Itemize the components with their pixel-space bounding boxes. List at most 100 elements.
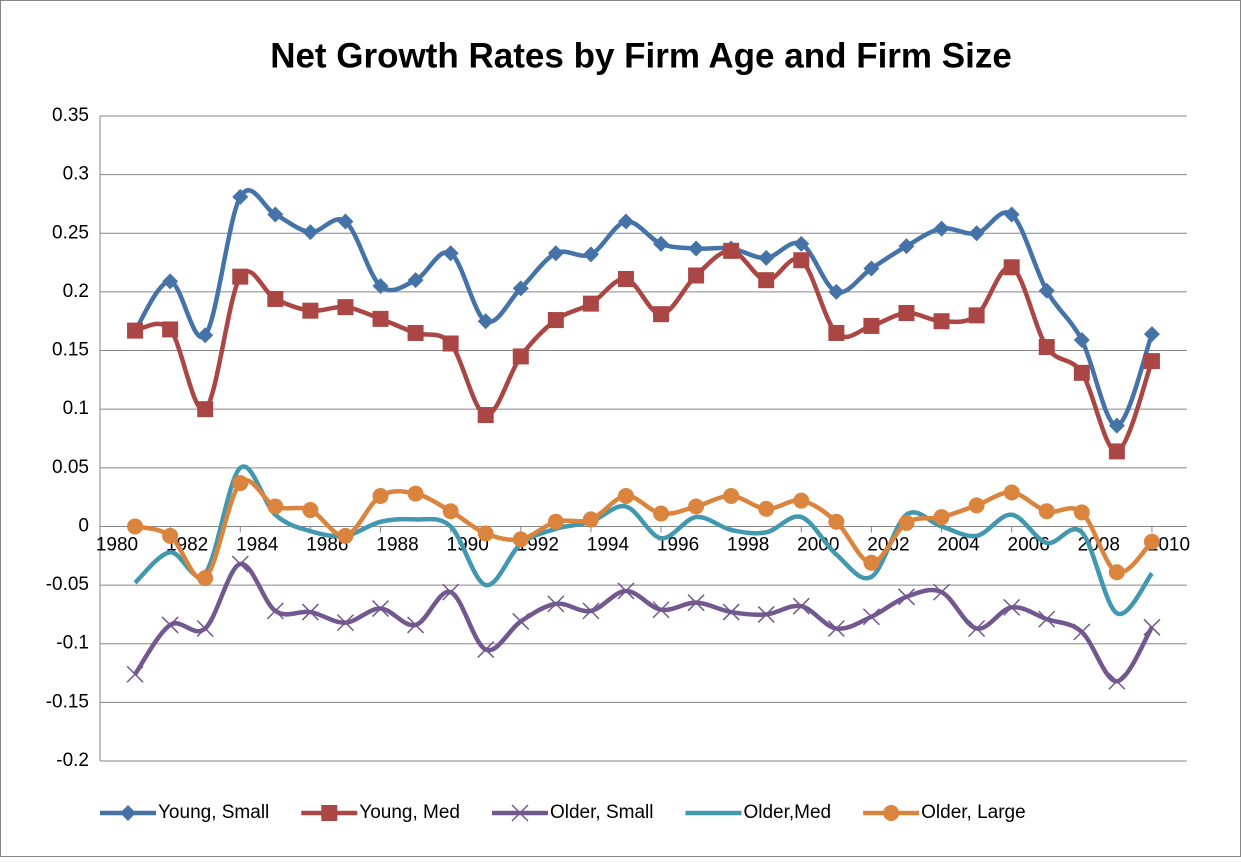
marker: [1003, 484, 1020, 501]
marker: [337, 299, 354, 316]
marker: [898, 514, 915, 531]
marker: [1143, 618, 1161, 636]
y-tick-label: 0.25: [52, 222, 89, 243]
y-tick-label: -0.15: [46, 691, 89, 712]
marker: [302, 502, 319, 519]
marker: [758, 272, 775, 289]
marker: [723, 487, 740, 504]
marker: [828, 513, 845, 530]
marker: [968, 307, 985, 324]
marker: [863, 260, 880, 277]
marker: [792, 597, 810, 615]
marker: [1038, 282, 1055, 299]
marker: [337, 527, 354, 544]
marker: [898, 238, 915, 255]
marker: [407, 324, 424, 341]
marker: [758, 500, 775, 517]
marker: [1073, 623, 1091, 641]
marker: [371, 600, 390, 618]
series-line: [133, 188, 1155, 428]
marker: [512, 280, 529, 297]
x-tick-label: 1984: [236, 534, 279, 555]
y-tick-label: -0.2: [56, 750, 89, 771]
marker: [1143, 353, 1160, 370]
marker: [127, 518, 144, 535]
marker: [1143, 326, 1160, 343]
marker: [968, 497, 985, 514]
marker: [1003, 259, 1020, 276]
marker: [1073, 504, 1090, 521]
marker: [442, 335, 459, 352]
marker: [582, 295, 599, 312]
marker: [688, 267, 705, 284]
marker: [1003, 206, 1020, 223]
marker: [162, 527, 179, 544]
marker: [337, 213, 354, 230]
marker: [793, 235, 810, 252]
series-line: [133, 464, 1154, 617]
marker: [758, 249, 775, 266]
y-tick-label: 0.1: [63, 398, 89, 419]
marker: [933, 509, 950, 526]
marker: [267, 290, 284, 307]
marker: [232, 188, 249, 205]
marker: [582, 602, 600, 620]
marker: [196, 619, 214, 638]
x-tick-label: 1996: [657, 534, 699, 555]
marker: [828, 283, 845, 300]
x-tick-label: 1986: [306, 534, 348, 555]
marker: [582, 246, 599, 263]
marker: [1108, 564, 1125, 581]
marker: [828, 324, 845, 341]
marker: [477, 525, 494, 542]
legend-label: Older,Med: [743, 802, 831, 823]
x-tick-label: 2000: [797, 534, 839, 555]
marker: [617, 271, 634, 288]
marker: [197, 401, 214, 418]
marker: [1073, 364, 1090, 381]
marker: [617, 213, 634, 230]
marker: [1038, 339, 1055, 356]
x-tick-label: 1994: [587, 534, 630, 555]
marker: [723, 242, 740, 259]
legend-label: Older, Large: [921, 802, 1026, 823]
x-tick-label: 2006: [1008, 534, 1050, 555]
marker: [862, 608, 880, 626]
marker: [232, 475, 249, 492]
marker: [1073, 331, 1090, 348]
marker: [722, 603, 740, 621]
legend-marker: [511, 804, 529, 822]
marker: [1038, 610, 1056, 628]
marker: [1038, 503, 1055, 520]
y-tick-label: -0.05: [46, 574, 89, 595]
marker: [897, 588, 916, 606]
x-tick-label: 1998: [727, 534, 769, 555]
marker: [653, 235, 670, 252]
marker: [933, 583, 951, 601]
marker: [127, 322, 144, 339]
marker: [126, 665, 144, 683]
marker: [1108, 417, 1125, 434]
marker: [687, 594, 705, 612]
marker: [477, 407, 494, 424]
marker: [231, 555, 249, 573]
marker: [161, 616, 179, 634]
x-tick-label: 2004: [937, 534, 980, 555]
x-tick-label: 1980: [96, 534, 138, 555]
marker: [547, 513, 564, 530]
marker: [407, 272, 424, 289]
marker: [477, 313, 494, 330]
marker: [197, 570, 214, 587]
marker: [407, 616, 425, 634]
marker: [162, 321, 179, 338]
marker: [302, 302, 319, 319]
marker: [1143, 533, 1160, 550]
y-tick-label: 0: [78, 515, 89, 536]
marker: [372, 310, 389, 327]
y-tick-label: -0.1: [56, 633, 89, 654]
marker: [197, 327, 214, 344]
legend-label: Young, Med: [359, 802, 460, 823]
marker: [863, 554, 880, 571]
marker: [162, 273, 179, 290]
